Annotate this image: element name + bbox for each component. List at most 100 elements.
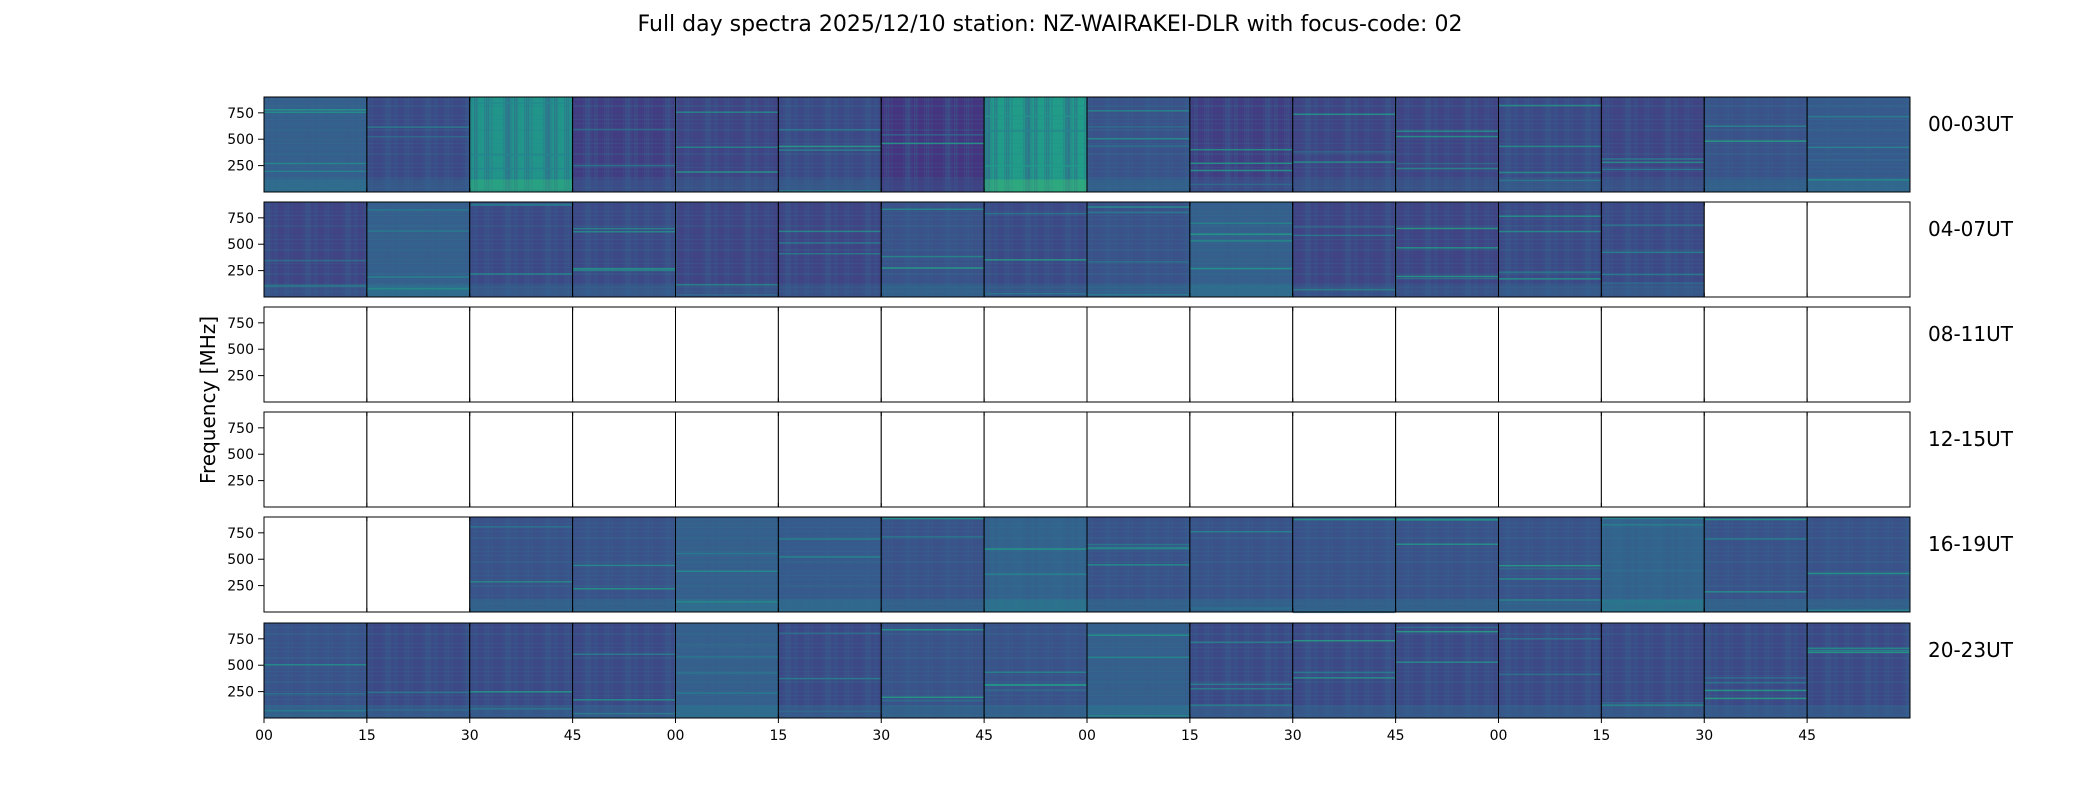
spectral-line [1807,115,1910,118]
spectra-row-12-15UT: 250 500 750 12-15UT [227,411,2014,508]
x-tick-label: 45 [1387,728,1405,744]
spectral-line [366,230,470,232]
spectrogram-texture [1189,97,1293,192]
spectrogram-texture [1395,517,1499,612]
low-frequency-band [264,705,367,718]
spectral-line [1601,282,1705,284]
spectral-line [675,601,779,603]
spectral-line [572,268,676,270]
row-label: 08-11UT [1928,322,2014,346]
low-frequency-band [1601,599,1705,612]
spectrogram-texture [675,97,779,192]
spectral-line [1395,626,1499,629]
low-frequency-band [264,179,367,192]
spectral-line [572,564,676,567]
empty-panel [675,307,779,402]
spectral-line [778,149,882,151]
row-label: 12-15UT [1928,427,2014,451]
spectral-line [264,111,367,114]
spectral-line [1292,518,1396,521]
spectral-line [1807,647,1910,650]
empty-panel [1087,412,1190,507]
spectral-line [1087,656,1190,659]
spectral-line [1087,546,1190,549]
spectral-line [984,115,1087,118]
spectrogram-texture [1292,517,1396,612]
spectral-line [572,716,676,719]
spectrogram-texture [264,623,367,718]
spectral-line [1087,137,1190,140]
spectral-line [881,536,985,538]
spectral-line [572,230,676,233]
low-frequency-band [984,284,1087,297]
spectrogram-texture [264,97,367,192]
spectral-line [1704,518,1808,521]
x-tick-label: 45 [1798,728,1816,744]
spectral-line [1087,261,1190,263]
spectral-line [366,287,470,290]
low-frequency-band [469,705,573,718]
spectrogram-texture [1601,97,1705,192]
empty-panel [984,307,1087,402]
spectral-line [1601,161,1705,164]
spectral-line [675,294,779,296]
row-label: 04-07UT [1928,217,2014,241]
spectral-line [984,573,1087,575]
spectral-line [1395,630,1499,633]
spectrogram-texture [1087,202,1190,297]
spectral-line [1498,564,1602,567]
spectral-line [1807,146,1910,149]
row-label: 20-23UT [1928,638,2014,662]
spectral-line [778,632,882,635]
empty-panel [366,412,470,507]
spectrogram-texture [984,623,1087,718]
spectrogram-texture [881,623,985,718]
low-frequency-band [675,705,779,718]
spectral-line [1292,151,1396,153]
low-frequency-band [675,284,779,297]
panel-frame [1806,411,1911,508]
low-frequency-band [572,179,676,192]
spectral-line [469,691,573,693]
low-frequency-band [1292,179,1396,192]
low-frequency-band [1704,179,1808,192]
spectrogram-texture [1189,202,1293,297]
spectral-line [1395,227,1499,230]
spectrogram-texture [469,97,573,192]
spectral-line [1189,607,1293,609]
spectrogram-texture [366,202,470,297]
spectral-line [469,153,573,156]
spectral-line [1704,697,1808,700]
spectrogram-texture [1395,623,1499,718]
spectrogram-texture [1395,97,1499,192]
x-tick-label: 30 [1284,728,1302,744]
spectral-line [366,709,470,711]
spectral-line [1292,234,1396,237]
low-frequency-band [1087,599,1190,612]
y-tick-label: 500 [227,658,254,674]
spectral-line [1498,215,1602,217]
x-tick-label: 15 [1592,728,1610,744]
spectral-line [1807,179,1910,181]
spectral-line [572,588,676,590]
empty-panel [1292,412,1396,507]
y-tick-label: 750 [227,526,254,542]
spectrogram-texture [366,623,470,718]
spectra-row-20-23UT: 250 500 750 20-23UT [227,622,2014,719]
empty-panel [1704,202,1808,297]
empty-panel [1601,307,1705,402]
spectral-line [1601,168,1705,171]
spectral-line [1189,683,1293,686]
spectral-line [881,696,985,699]
y-tick-label: 250 [227,474,254,490]
spectral-line [1395,130,1499,133]
x-tick-label: 30 [461,728,479,744]
spectral-line [1807,572,1910,575]
spectral-line [675,644,779,646]
y-tick-label: 750 [227,211,254,227]
spectral-line [1189,240,1293,242]
low-frequency-band [984,179,1087,192]
spectral-line [1087,547,1190,550]
low-frequency-band [675,599,779,612]
spectral-line [1601,224,1705,226]
